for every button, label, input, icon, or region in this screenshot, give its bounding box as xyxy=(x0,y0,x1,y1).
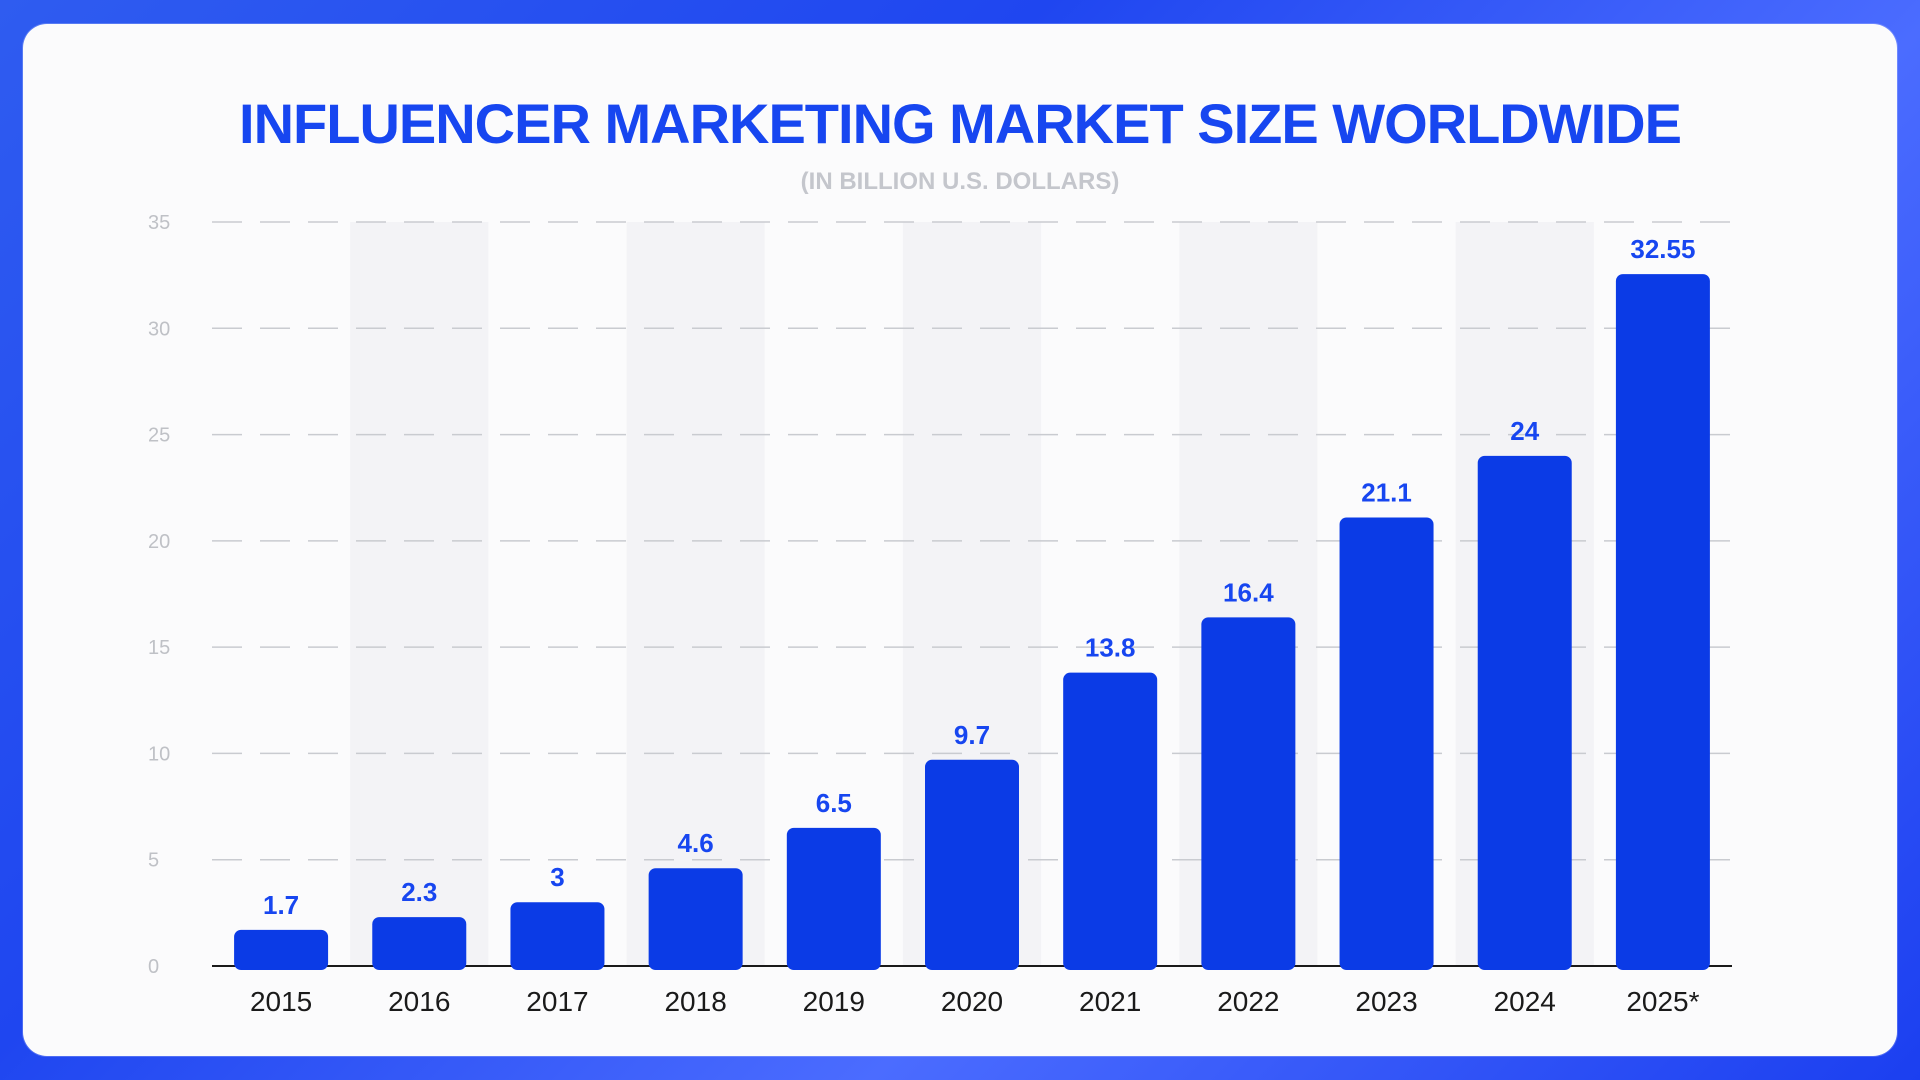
bar xyxy=(1477,455,1572,970)
data-label: 16.4 xyxy=(1223,577,1274,607)
column-band xyxy=(350,222,489,966)
y-tick-label: 30 xyxy=(148,318,170,340)
bar xyxy=(1063,672,1158,970)
column-band xyxy=(626,222,765,966)
data-label: 24 xyxy=(1510,416,1539,446)
data-label: 32.55 xyxy=(1630,234,1695,264)
x-tick-label: 2022 xyxy=(1217,986,1279,1017)
y-tick-label: 35 xyxy=(148,212,170,234)
y-tick-label: 20 xyxy=(148,531,170,553)
data-label: 13.8 xyxy=(1085,633,1136,663)
y-tick-label: 0 xyxy=(148,956,159,978)
x-tick-label: 2019 xyxy=(803,986,865,1017)
data-label: 21.1 xyxy=(1361,477,1412,507)
y-tick-label: 25 xyxy=(148,425,170,447)
bar xyxy=(372,917,467,970)
data-label: 6.5 xyxy=(816,788,852,818)
data-label: 2.3 xyxy=(401,877,437,907)
bar xyxy=(1339,517,1434,970)
x-tick-label: 2015 xyxy=(250,986,312,1017)
bar xyxy=(786,827,881,970)
data-label: 3 xyxy=(550,862,564,892)
x-tick-label: 2018 xyxy=(664,986,726,1017)
bar xyxy=(925,759,1019,970)
chart-subtitle: (IN BILLION U.S. DOLLARS) xyxy=(800,168,1120,195)
x-tick-label: 2016 xyxy=(388,986,450,1017)
x-tick-label: 2025* xyxy=(1626,986,1699,1017)
data-label: 1.7 xyxy=(263,890,299,920)
x-tick-label: 2020 xyxy=(941,986,1003,1017)
y-tick-label: 10 xyxy=(148,743,170,765)
bar xyxy=(510,902,605,970)
data-label: 4.6 xyxy=(678,828,714,858)
x-tick-label: 2017 xyxy=(526,986,588,1017)
bar xyxy=(648,868,743,970)
x-tick-label: 2023 xyxy=(1355,986,1417,1017)
x-tick-label: 2021 xyxy=(1079,986,1141,1017)
bar xyxy=(234,929,329,970)
chart-title: INFLUENCER MARKETING MARKET SIZE WORLDWI… xyxy=(239,92,1682,155)
data-label: 9.7 xyxy=(954,720,990,750)
y-tick-label: 15 xyxy=(148,637,170,659)
x-tick-label: 2024 xyxy=(1494,986,1556,1017)
bar xyxy=(1201,617,1296,970)
bar xyxy=(1615,274,1710,971)
y-tick-label: 5 xyxy=(148,850,159,872)
